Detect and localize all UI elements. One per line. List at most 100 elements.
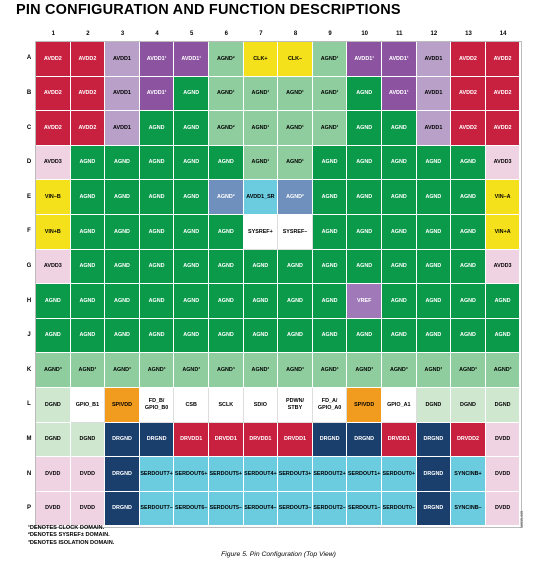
pin-cell: AVDD2 xyxy=(485,111,521,146)
pin-cell: AVDD2 xyxy=(485,76,521,112)
pin-cell: VIN+B xyxy=(36,215,71,250)
pin-cell: AGND xyxy=(416,145,452,181)
pin-cell: AGND xyxy=(70,180,106,215)
row-label: M xyxy=(26,435,32,442)
pin-cell: DVDD xyxy=(36,491,71,527)
pin-cell: DRGND xyxy=(416,491,452,527)
pin-cell: SERDOUT7– xyxy=(139,491,175,527)
pin-cell: AGND xyxy=(209,145,244,181)
pin-cell: SERDOUT4+ xyxy=(243,457,279,492)
column-number: 12 xyxy=(430,31,438,37)
pin-cell: AGND xyxy=(416,284,452,319)
pin-cell: DRGND xyxy=(416,457,452,492)
pin-cell: AGND¹ xyxy=(312,42,348,77)
pin-cell: AGND³ xyxy=(451,353,486,388)
row-label: J xyxy=(27,332,31,339)
pin-cell: AGND xyxy=(105,145,140,181)
column-number: 2 xyxy=(86,31,90,37)
row-label: D xyxy=(26,159,32,166)
pin-cell: DRGND xyxy=(312,422,348,458)
pin-cell: AVDD1¹ xyxy=(382,76,417,112)
pin-cell: AGND xyxy=(347,180,382,215)
figure-id: 16535-005 xyxy=(520,510,524,528)
pin-cell: AGND xyxy=(105,180,140,215)
pin-cell: GPIO_A1 xyxy=(382,388,417,423)
pin-cell: AGND³ xyxy=(105,353,140,388)
pin-cell: AGND xyxy=(174,249,209,285)
pin-cell: AGND³ xyxy=(347,353,382,388)
pin-cell: AGND¹ xyxy=(278,76,313,112)
pin-cell: AGND xyxy=(347,76,382,112)
pin-cell: AGND xyxy=(139,215,175,250)
row-label: K xyxy=(26,366,32,373)
pin-cell: AGND xyxy=(70,284,106,319)
pin-cell: AGND xyxy=(347,111,382,146)
pin-cell: AVDD1 xyxy=(105,76,140,112)
pin-cell: AGND xyxy=(209,318,244,354)
pin-cell: AVDD2 xyxy=(485,42,521,77)
pin-cell: DRGND xyxy=(105,491,140,527)
pin-cell: SERDOUT5– xyxy=(209,491,244,527)
pin-cell: AGND xyxy=(139,318,175,354)
pin-cell: AGND xyxy=(312,215,348,250)
pin-cell: AGND xyxy=(174,180,209,215)
pin-cell: SYNCINB+ xyxy=(451,457,486,492)
pin-cell: AGND³ xyxy=(139,353,175,388)
figure-caption: Figure 5. Pin Configuration (Top View) xyxy=(221,551,336,558)
pin-cell: FD_A/ GPIO_A0 xyxy=(312,388,348,423)
pin-cell: VIN–A xyxy=(485,180,521,215)
pin-cell: AVDD2 xyxy=(451,42,486,77)
pin-cell: AGND² xyxy=(209,111,244,146)
pin-cell: AGND xyxy=(243,318,279,354)
pin-cell: AGND xyxy=(70,145,106,181)
pin-cell: AGND xyxy=(312,145,348,181)
pin-cell: AGND xyxy=(174,284,209,319)
column-number: 6 xyxy=(224,31,228,37)
pin-cell: AGND xyxy=(139,180,175,215)
pin-cell: AGND xyxy=(382,215,417,250)
pin-cell: SERDOUT1– xyxy=(347,491,382,527)
pin-cell: AGND xyxy=(36,318,71,354)
pin-cell: AVDD1_SR xyxy=(243,180,279,215)
pin-cell: AVDD1¹ xyxy=(139,42,175,77)
pin-cell: AGND xyxy=(70,215,106,250)
pin-cell: AGND³ xyxy=(243,353,279,388)
pin-cell: AGND xyxy=(451,180,486,215)
pin-cell: AVDD2 xyxy=(36,76,71,112)
column-number: 1 xyxy=(51,31,55,37)
pin-cell: AGND xyxy=(243,284,279,319)
column-number: 3 xyxy=(120,31,125,37)
footnote-isolation-domain: ³DENOTES ISOLATION DOMAIN. xyxy=(28,539,115,546)
pin-cell: AVDD3 xyxy=(36,249,71,285)
pin-cell: DGND xyxy=(70,422,106,458)
pin-cell: AGND xyxy=(70,318,106,354)
pin-cell: AVDD3 xyxy=(36,145,71,181)
pin-cell: AGND xyxy=(139,284,175,319)
pin-cell: AVDD1¹ xyxy=(139,76,175,112)
row-label: C xyxy=(26,124,32,131)
pin-cell: AVDD2 xyxy=(36,42,71,77)
pin-cell: AVDD2 xyxy=(70,111,106,146)
pin-cell: AGND xyxy=(485,284,521,319)
pin-cell: AGND³ xyxy=(209,353,244,388)
pin-cell: SERDOUT5+ xyxy=(209,457,244,492)
footnote-clock-domain: ¹DENOTES CLOCK DOMAIN. xyxy=(28,525,105,531)
row-label: H xyxy=(26,297,32,304)
pin-cell: DGND xyxy=(416,388,452,423)
pin-cell: AGND xyxy=(105,318,140,354)
column-number: 10 xyxy=(361,31,369,37)
pin-cell: SDIO xyxy=(243,388,279,423)
column-number: 8 xyxy=(293,31,298,37)
pin-cell: AGND xyxy=(278,284,313,319)
pin-cell: AVDD3 xyxy=(485,145,521,181)
pin-cell: AGND xyxy=(139,249,175,285)
row-label: N xyxy=(26,470,32,477)
pin-cell: AGND xyxy=(382,145,417,181)
pin-cell: AVDD2 xyxy=(70,76,106,112)
pin-cell: AGND xyxy=(174,76,209,112)
column-number: 9 xyxy=(328,31,332,37)
pin-cell: SERDOUT3– xyxy=(278,491,313,527)
pin-cell: AGND³ xyxy=(70,353,106,388)
pin-cell: SERDOUT4– xyxy=(243,491,279,527)
